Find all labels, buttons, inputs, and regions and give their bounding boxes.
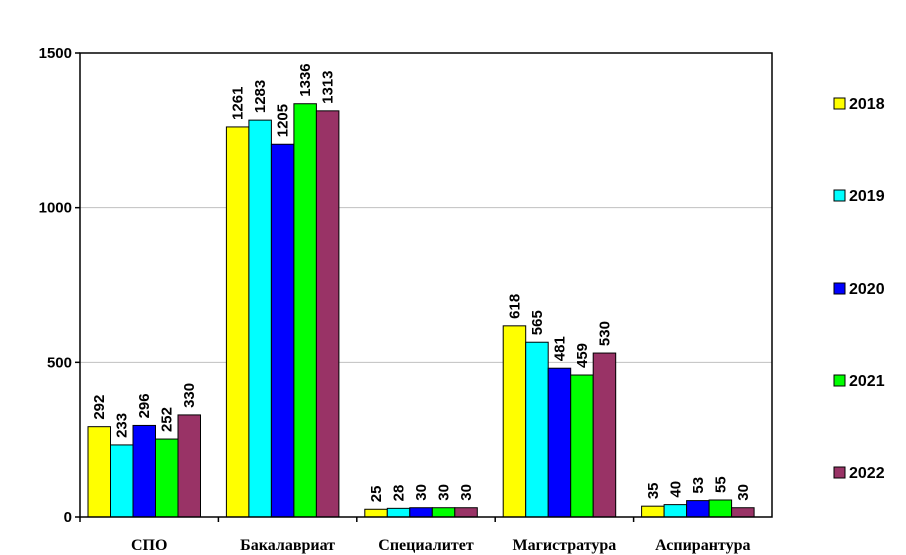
bar [248, 119, 272, 518]
bar [409, 507, 433, 518]
legend-swatch [833, 466, 846, 479]
bar [454, 507, 478, 518]
bars [87, 103, 755, 518]
legend-label: 2020 [849, 281, 885, 298]
bar [431, 507, 456, 518]
x-category-label: Бакалавриат [240, 537, 335, 554]
gridlines [80, 207, 772, 363]
data-label: 292 [91, 395, 108, 420]
data-label: 1283 [252, 80, 269, 113]
data-label: 1336 [297, 63, 314, 96]
bar [315, 110, 340, 518]
y-tick-label: 500 [47, 354, 72, 371]
data-label: 459 [574, 343, 591, 368]
bar [270, 143, 295, 518]
legend-label: 2018 [849, 96, 885, 113]
y-tick-label: 1000 [39, 200, 72, 217]
data-label: 565 [529, 310, 546, 335]
data-label: 55 [712, 476, 729, 493]
legend-swatch [833, 189, 846, 202]
bar [225, 126, 250, 518]
axes [79, 52, 773, 518]
x-category-label: Магистратура [513, 537, 617, 554]
data-label: 28 [391, 485, 408, 502]
x-axis-labels: СПО Бакалавриат Специалитет Магистратура Асп… [79, 517, 750, 554]
bar [547, 367, 572, 518]
bar [386, 507, 411, 518]
data-label: 1313 [320, 70, 337, 103]
bar [87, 426, 111, 518]
data-labels: 292 233 296 252 330 1261 1283 1205 1336 1313 25 28 3… [91, 63, 752, 502]
data-label: 35 [645, 482, 662, 499]
data-label: 530 [596, 321, 613, 346]
data-label: 330 [181, 383, 198, 408]
data-label: 30 [735, 484, 752, 501]
legend-label: 2019 [849, 188, 885, 205]
y-axis-ticks: 0 500 1000 1500 [39, 45, 80, 526]
data-label: 53 [690, 477, 707, 494]
bar [525, 341, 549, 518]
bar [177, 414, 201, 518]
bar [132, 424, 156, 518]
legend: 2018 2019 2020 2021 2022 [833, 96, 885, 482]
bar [641, 505, 665, 518]
data-label: 30 [436, 484, 453, 501]
plot-area-border [79, 52, 773, 518]
data-label: 618 [506, 294, 523, 319]
bar [731, 507, 755, 518]
bar [364, 508, 388, 518]
y-tick-label: 1500 [39, 45, 72, 62]
data-label: 233 [114, 413, 131, 438]
data-label: 40 [667, 481, 684, 498]
y-tick-label: 0 [64, 509, 72, 526]
legend-label: 2021 [849, 373, 885, 390]
bar [663, 504, 688, 518]
bar [708, 499, 733, 518]
bar [592, 352, 617, 518]
bar [686, 500, 710, 518]
x-category-label: СПО [131, 537, 167, 554]
data-label: 1205 [275, 104, 292, 137]
data-label: 252 [159, 407, 176, 432]
data-label: 30 [413, 484, 430, 501]
legend-swatch [833, 374, 846, 387]
x-category-label: Специалитет [378, 537, 474, 554]
bar [502, 325, 527, 518]
legend-swatch [833, 97, 846, 110]
bar [110, 444, 134, 518]
bar [155, 438, 179, 518]
data-label: 481 [551, 336, 568, 361]
data-label: 296 [136, 393, 153, 418]
data-label: 25 [368, 486, 385, 503]
bar [293, 103, 317, 518]
data-label: 1261 [230, 87, 247, 120]
x-category-label: Аспирантура [655, 537, 750, 554]
legend-swatch [833, 282, 846, 295]
bar [570, 374, 594, 518]
data-label: 30 [458, 484, 475, 501]
legend-label: 2022 [849, 465, 885, 482]
